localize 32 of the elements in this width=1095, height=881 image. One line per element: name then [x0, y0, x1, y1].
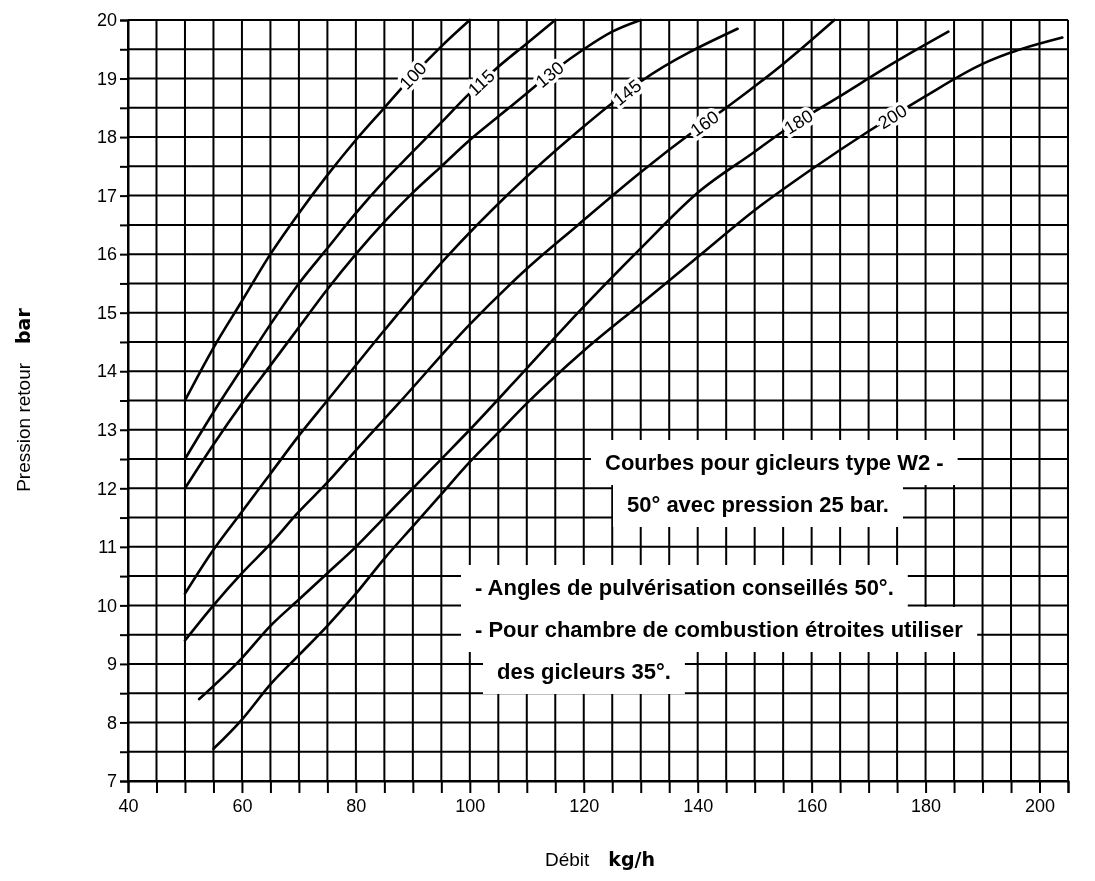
x-tick-label: 160	[797, 796, 828, 817]
annotation: - Pour chambre de combustion étroites utiliser des gicleurs 35°.	[475, 617, 964, 684]
x-tick-label: 140	[683, 796, 714, 817]
y-tick-label: 14	[96, 361, 117, 382]
x-tick-label: 80	[346, 796, 367, 817]
y-tick-label: 13	[96, 420, 117, 441]
text: 130	[531, 57, 568, 92]
text: 145	[609, 75, 646, 110]
x-tick-label: 180	[911, 796, 942, 817]
x-tick-label: 60	[232, 796, 253, 817]
y-tick-label: 9	[106, 654, 117, 675]
y-tick-label: 18	[96, 127, 117, 148]
x-tick-label: 40	[118, 796, 139, 817]
x-tick-label: 120	[569, 796, 600, 817]
annotation: Courbes pour gicleurs type W2 - 50° avec pression 25 bar.	[605, 450, 944, 517]
y-tick-label: 19	[96, 68, 117, 89]
y-tick-label: 8	[106, 712, 117, 733]
y-tick-label: 15	[96, 302, 117, 323]
y-tick-label: 17	[96, 185, 117, 206]
y-axis-title: Pression retour bar	[12, 307, 34, 492]
text: 100	[395, 58, 431, 94]
text: 180	[780, 105, 817, 139]
y-tick-label: 11	[98, 537, 117, 558]
x-axis-title: Débit kg/h	[544, 848, 656, 870]
y-tick-label: 7	[106, 771, 117, 792]
x-tick-label: 200	[1024, 796, 1056, 817]
y-tick-label: 20	[96, 10, 117, 31]
annotation: - Angles de pulvérisation conseillés 50°.	[475, 575, 894, 600]
x-tick-label: 100	[455, 796, 486, 817]
y-tick-label: 16	[96, 244, 117, 265]
y-tick-label: 12	[96, 478, 117, 499]
y-tick-label: 10	[96, 595, 117, 616]
